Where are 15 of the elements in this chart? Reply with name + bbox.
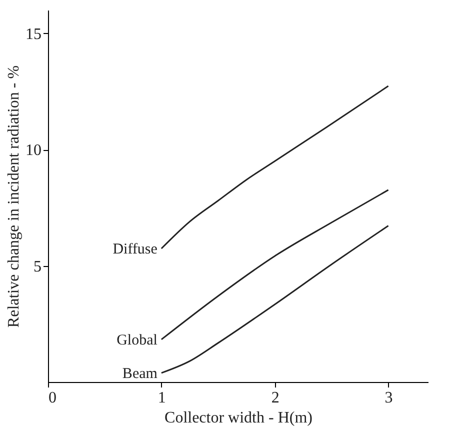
series-label: Diffuse <box>112 242 158 258</box>
x-tick-label: 2 <box>271 390 280 406</box>
y-tick-label: 5 <box>34 258 42 276</box>
series-label: Global <box>116 332 158 348</box>
series-label: Beam <box>122 366 158 382</box>
y-tick-label: 15 <box>26 26 42 43</box>
x-axis-title: Collector width - H(m) <box>164 410 312 426</box>
line-series <box>160 225 390 374</box>
y-axis-title: Relative change in incident radiation - % <box>6 65 22 328</box>
line-series <box>160 85 390 250</box>
x-tick-label: 3 <box>384 390 393 406</box>
y-tick-label: 10 <box>26 142 42 159</box>
x-tick-label: 1 <box>158 390 166 406</box>
line-series <box>160 189 390 340</box>
x-tick-label: 0 <box>48 390 56 406</box>
